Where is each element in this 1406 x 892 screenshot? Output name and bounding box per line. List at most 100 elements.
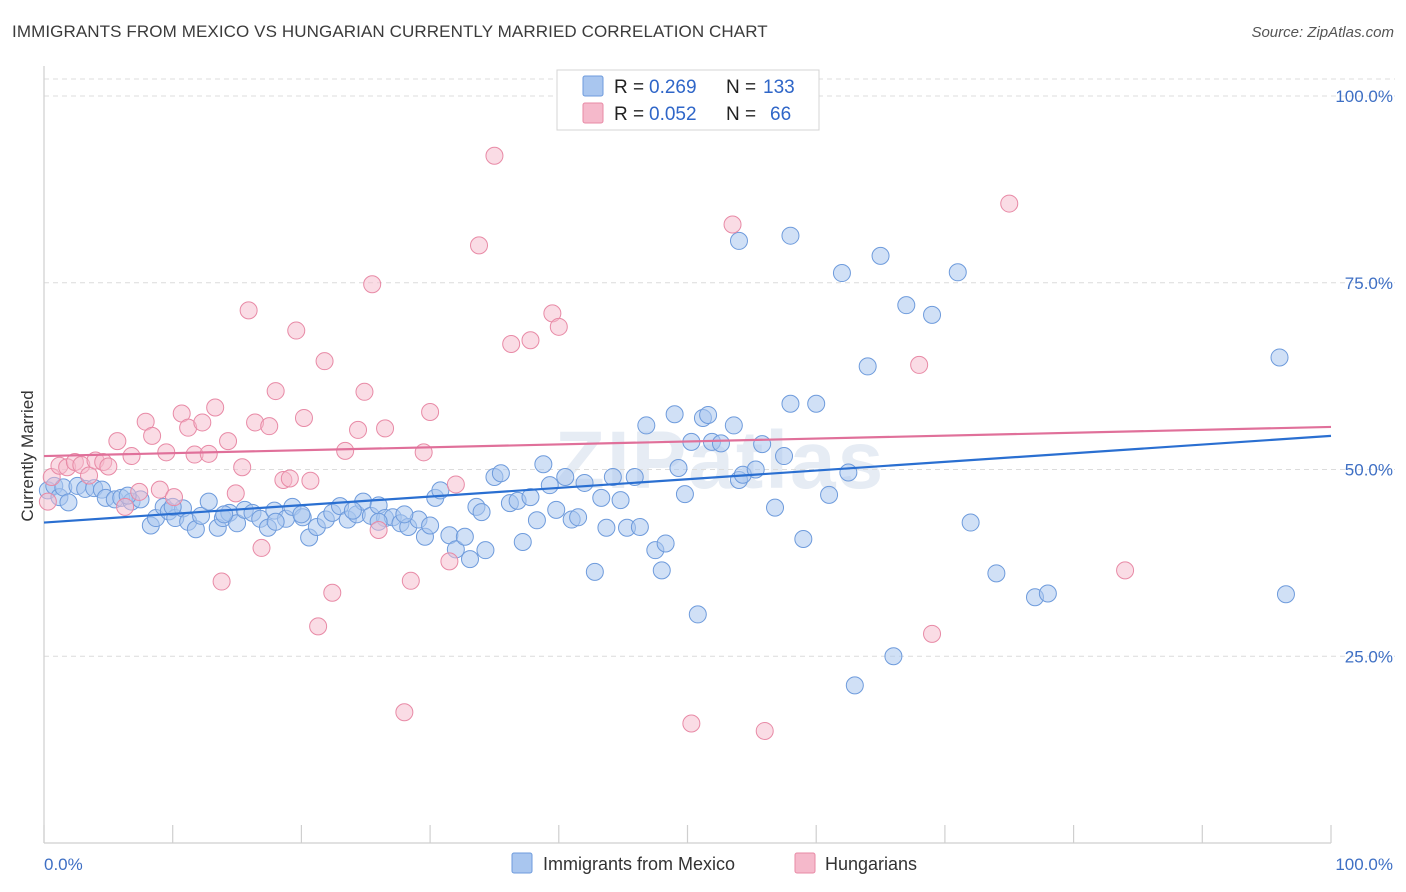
- chart-title: IMMIGRANTS FROM MEXICO VS HUNGARIAN CURR…: [12, 22, 768, 41]
- point-hungarians: [226, 484, 245, 503]
- point-immigrants-from-mexico: [59, 493, 78, 512]
- point-hungarians: [233, 458, 252, 477]
- point-hungarians: [521, 331, 540, 350]
- point-immigrants-from-mexico: [611, 491, 630, 510]
- point-hungarians: [682, 714, 701, 733]
- legend-n-value-1: 133: [763, 77, 795, 98]
- point-hungarians: [143, 426, 162, 445]
- point-immigrants-from-mexico: [575, 473, 594, 492]
- point-immigrants-from-mexico: [781, 226, 800, 245]
- point-hungarians: [323, 583, 342, 602]
- point-hungarians: [446, 475, 465, 494]
- point-hungarians: [266, 382, 285, 401]
- point-hungarians: [910, 355, 929, 374]
- point-immigrants-from-mexico: [675, 485, 694, 504]
- axes: [43, 66, 1332, 844]
- point-hungarians: [549, 317, 568, 336]
- point-hungarians: [38, 492, 57, 511]
- point-immigrants-from-mexico: [987, 564, 1006, 583]
- point-immigrants-from-mexico: [699, 405, 718, 424]
- point-immigrants-from-mexico: [228, 514, 247, 533]
- point-immigrants-from-mexico: [527, 511, 546, 530]
- point-immigrants-from-mexico: [688, 605, 707, 624]
- point-immigrants-from-mexico: [845, 676, 864, 695]
- source-label: Source: ZipAtlas.com: [1251, 24, 1394, 41]
- point-hungarians: [301, 471, 320, 490]
- point-hungarians: [193, 413, 212, 432]
- point-immigrants-from-mexico: [592, 488, 611, 507]
- x-tick-label-max: 100.0%: [1335, 855, 1393, 874]
- point-hungarians: [287, 321, 306, 340]
- point-immigrants-from-mexico: [711, 434, 730, 453]
- point-immigrants-from-mexico: [540, 476, 559, 495]
- bottom-legend-label-blue: Immigrants from Mexico: [543, 854, 735, 874]
- point-immigrants-from-mexico: [807, 394, 826, 413]
- point-immigrants-from-mexico: [948, 263, 967, 282]
- grid: [44, 78, 1395, 657]
- legend-swatch-pink: [582, 102, 604, 124]
- legend-n-label-1: N =: [726, 77, 756, 98]
- point-immigrants-from-mexico: [884, 647, 903, 666]
- point-hungarians: [116, 497, 135, 516]
- point-immigrants-from-mexico: [781, 394, 800, 413]
- point-immigrants-from-mexico: [521, 488, 540, 507]
- point-immigrants-from-mexico: [266, 512, 285, 531]
- trend-lines: [43, 425, 1332, 524]
- y-axis-title: Currently Married: [18, 390, 37, 521]
- point-hungarians: [164, 488, 183, 507]
- point-immigrants-from-mexico: [1276, 585, 1295, 604]
- point-hungarians: [355, 382, 374, 401]
- legend-n-label-2: N =: [726, 104, 756, 125]
- point-hungarians: [401, 571, 420, 590]
- point-immigrants-from-mexico: [961, 513, 980, 532]
- point-hungarians: [219, 432, 238, 451]
- point-hungarians: [252, 538, 271, 557]
- point-immigrants-from-mexico: [766, 498, 785, 517]
- trend-line-immigrants-from-mexico: [43, 434, 1332, 524]
- point-immigrants-from-mexico: [215, 505, 234, 524]
- point-immigrants-from-mexico: [199, 492, 218, 511]
- point-immigrants-from-mexico: [455, 527, 474, 546]
- point-immigrants-from-mexico: [491, 464, 510, 483]
- point-immigrants-from-mexico: [794, 529, 813, 548]
- point-hungarians: [212, 572, 231, 591]
- point-hungarians: [294, 408, 313, 427]
- bottom-legend-swatch-pink: [794, 852, 816, 874]
- point-hungarians: [108, 432, 127, 451]
- y-tick-label: 50.0%: [1345, 461, 1393, 480]
- legend-swatch-blue: [582, 75, 604, 97]
- point-immigrants-from-mexico: [292, 505, 311, 524]
- point-hungarians: [395, 703, 414, 722]
- point-immigrants-from-mexico: [656, 534, 675, 553]
- point-immigrants-from-mexico: [534, 455, 553, 474]
- point-immigrants-from-mexico: [923, 305, 942, 324]
- point-immigrants-from-mexico: [630, 518, 649, 537]
- point-immigrants-from-mexico: [871, 246, 890, 265]
- bottom-legend: Immigrants from Mexico Hungarians: [511, 852, 917, 874]
- point-immigrants-from-mexico: [476, 541, 495, 560]
- point-immigrants-from-mexico: [585, 562, 604, 581]
- top-legend: R = 0.269 N = 133 R = 0.052 N = 66: [556, 69, 820, 131]
- point-hungarians: [421, 402, 440, 421]
- point-immigrants-from-mexico: [669, 459, 688, 478]
- point-immigrants-from-mexico: [603, 467, 622, 486]
- legend-r-label-1: R =: [614, 77, 644, 98]
- point-immigrants-from-mexico: [460, 550, 479, 569]
- y-tick-labels: 25.0% 50.0% 75.0% 100.0%: [1335, 87, 1393, 666]
- point-immigrants-from-mexico: [832, 264, 851, 283]
- point-immigrants-from-mexico: [625, 467, 644, 486]
- point-immigrants-from-mexico: [839, 463, 858, 482]
- point-immigrants-from-mexico: [569, 508, 588, 527]
- point-hungarians: [130, 482, 149, 501]
- point-hungarians: [502, 335, 521, 354]
- point-immigrants-from-mexico: [897, 296, 916, 315]
- point-immigrants-from-mexico: [820, 485, 839, 504]
- legend-n-value-2: 66: [770, 104, 791, 125]
- point-hungarians: [923, 624, 942, 643]
- point-hungarians: [260, 417, 279, 436]
- point-hungarians: [336, 441, 355, 460]
- point-hungarians: [1116, 561, 1135, 580]
- point-immigrants-from-mexico: [729, 231, 748, 250]
- point-hungarians: [150, 480, 169, 499]
